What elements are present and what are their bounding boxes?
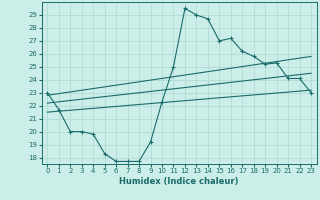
X-axis label: Humidex (Indice chaleur): Humidex (Indice chaleur) [119,177,239,186]
